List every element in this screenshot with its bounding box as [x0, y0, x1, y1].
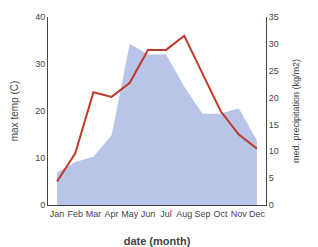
svg-text:0: 0: [40, 200, 45, 210]
svg-text:25: 25: [269, 66, 279, 76]
svg-text:Dec: Dec: [249, 209, 266, 219]
svg-text:10: 10: [35, 153, 45, 163]
svg-text:Nov: Nov: [231, 209, 248, 219]
svg-text:15: 15: [269, 120, 279, 130]
svg-text:20: 20: [269, 93, 279, 103]
svg-text:Oct: Oct: [214, 209, 229, 219]
svg-text:Mar: Mar: [86, 209, 102, 219]
svg-text:Jun: Jun: [141, 209, 156, 219]
svg-text:5: 5: [269, 173, 274, 183]
svg-text:Sep: Sep: [194, 209, 210, 219]
svg-text:40: 40: [35, 12, 45, 22]
svg-text:max temp (C): max temp (C): [9, 81, 20, 142]
svg-text:10: 10: [269, 146, 279, 156]
svg-text:30: 30: [35, 59, 45, 69]
svg-text:Jan: Jan: [50, 209, 65, 219]
svg-text:May: May: [121, 209, 139, 219]
svg-text:Jul: Jul: [160, 209, 172, 219]
svg-text:med. precipitation (kg/m2): med. precipitation (kg/m2): [291, 59, 301, 163]
svg-text:Aug: Aug: [176, 209, 192, 219]
svg-text:20: 20: [35, 106, 45, 116]
svg-text:35: 35: [269, 12, 279, 22]
svg-text:date (month): date (month): [124, 235, 191, 247]
svg-text:30: 30: [269, 39, 279, 49]
svg-text:0: 0: [269, 200, 274, 210]
svg-text:Feb: Feb: [67, 209, 83, 219]
svg-text:Apr: Apr: [105, 209, 119, 219]
